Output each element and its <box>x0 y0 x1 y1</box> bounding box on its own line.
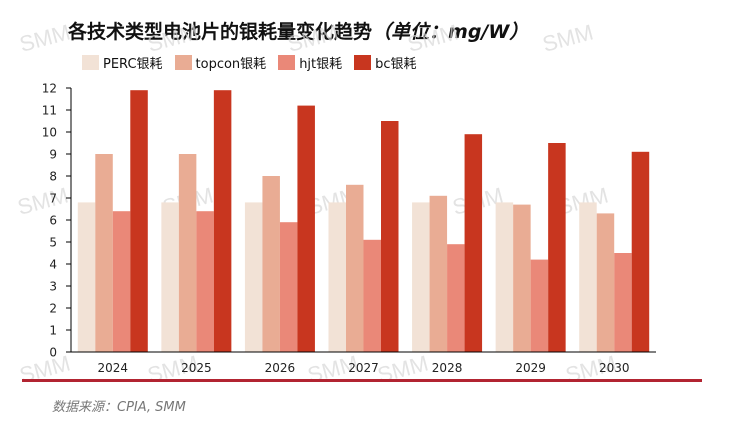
y-tick-label: 7 <box>49 192 57 206</box>
watermark-text: SMM <box>285 19 341 56</box>
x-tick-label: 2029 <box>515 361 546 375</box>
bar-bc银耗-2025 <box>213 90 232 352</box>
bar-hjt银耗-2030 <box>614 253 632 352</box>
y-tick-label: 0 <box>49 346 57 360</box>
bar-topcon银耗-2027 <box>346 184 364 352</box>
x-tick-label: 2028 <box>432 361 463 375</box>
legend-label: hjt银耗 <box>299 57 343 72</box>
bar-PERC银耗-2029 <box>495 202 514 352</box>
legend-item: topcon银耗 <box>174 53 267 72</box>
bar-PERC银耗-2027 <box>328 202 346 352</box>
y-tick-label: 3 <box>49 280 57 294</box>
bar-bc银耗-2029 <box>548 143 566 352</box>
bar-bc银耗-2026 <box>297 105 315 352</box>
bar-bc银耗-2024 <box>130 90 148 352</box>
bar-hjt银耗-2028 <box>447 244 465 352</box>
bar-topcon银耗-2030 <box>596 213 615 352</box>
x-tick-label: 2025 <box>181 361 212 375</box>
bar-PERC银耗-2026 <box>244 202 263 352</box>
chart-title-unit: （单位：mg/W） <box>372 21 529 43</box>
bar-hjt银耗-2029 <box>530 259 549 352</box>
bar-bc银耗-2028 <box>464 134 483 352</box>
watermark-text: SMM <box>540 19 596 56</box>
bar-topcon银耗-2025 <box>178 154 197 352</box>
bar-topcon银耗-2029 <box>513 204 531 352</box>
watermark-text: SMM <box>17 350 73 387</box>
legend-swatch <box>174 55 192 70</box>
legend-swatch <box>354 55 372 70</box>
bar-bc银耗-2027 <box>381 121 399 352</box>
legend-swatch <box>82 55 99 70</box>
legend-item: bc银耗 <box>354 53 417 72</box>
chart-title: 各技术类型电池片的银耗量变化趋势（单位：mg/W） <box>68 17 528 44</box>
chart-title-text: 各技术类型电池片的银耗量变化趋势 <box>68 21 373 43</box>
y-tick-label: 2 <box>49 302 57 316</box>
bar-PERC银耗-2024 <box>77 202 96 352</box>
bar-PERC银耗-2025 <box>161 202 179 352</box>
watermark-text: SMM <box>375 350 431 387</box>
legend-label: topcon银耗 <box>195 57 267 72</box>
y-tick-label: 4 <box>49 258 57 272</box>
x-tick-label: 2027 <box>348 361 379 375</box>
x-tick-label: 2024 <box>98 361 129 375</box>
y-tick-label: 5 <box>49 236 57 250</box>
legend-label: PERC银耗 <box>103 57 163 72</box>
watermark-text: SMM <box>15 182 71 219</box>
legend-label: bc银耗 <box>375 57 417 72</box>
data-source: 数据来源：CPIA, SMM <box>52 400 186 415</box>
x-tick-label: 2030 <box>599 361 630 375</box>
chart-legend: PERC银耗 topcon银耗 hjt银耗 bc银耗 <box>82 53 429 72</box>
y-tick-label: 12 <box>42 82 57 96</box>
bar-hjt银耗-2026 <box>279 222 298 352</box>
bar-topcon银耗-2024 <box>95 154 113 352</box>
bar-topcon银耗-2028 <box>429 195 448 352</box>
bar-PERC银耗-2030 <box>579 202 597 352</box>
legend-item: PERC银耗 <box>82 53 163 72</box>
y-tick-label: 9 <box>49 148 57 162</box>
x-tick-label: 2026 <box>265 361 296 375</box>
bar-hjt银耗-2024 <box>112 211 131 352</box>
y-tick-label: 6 <box>49 214 57 228</box>
y-tick-label: 10 <box>42 126 57 140</box>
legend-item: hjt银耗 <box>278 53 342 72</box>
y-tick-label: 8 <box>49 170 57 184</box>
y-tick-label: 11 <box>42 104 57 118</box>
legend-swatch <box>278 55 296 70</box>
bar-bc银耗-2030 <box>631 151 650 352</box>
watermark-text: SMM <box>17 19 73 56</box>
bar-hjt银耗-2025 <box>196 211 214 352</box>
bar-PERC银耗-2028 <box>412 202 430 352</box>
bar-topcon银耗-2026 <box>262 176 280 352</box>
watermark-text: SMM <box>145 19 201 56</box>
footer-divider <box>22 379 702 382</box>
watermark-text: SMM <box>405 19 461 56</box>
y-tick-label: 1 <box>49 324 57 338</box>
bar-hjt银耗-2027 <box>363 239 381 352</box>
